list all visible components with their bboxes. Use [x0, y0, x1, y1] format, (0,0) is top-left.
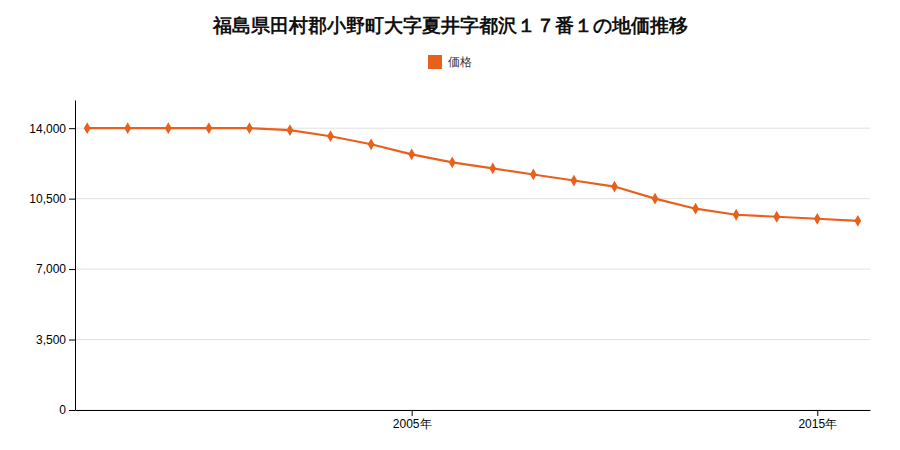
marker [814, 213, 821, 225]
x-tick: 2015年 [798, 410, 837, 431]
marker [652, 193, 659, 205]
marker [408, 148, 415, 160]
marker [611, 181, 618, 193]
grid-line [75, 198, 870, 199]
y-axis-line [75, 101, 76, 411]
x-axis: 2005年 2015年 [76, 410, 871, 431]
y-tick: 10,500 [29, 192, 75, 206]
plot-area: 0 3,500 7,000 10,500 14,000 2005年 2015年 [29, 101, 870, 431]
x-axis-line [76, 410, 871, 411]
y-tick: 0 [59, 403, 75, 417]
legend-swatch [428, 55, 442, 69]
chart: 福島県田村郡小野町大字夏井字都沢１７番１の地価推移 0 3,500 7,000 10,5… [0, 0, 900, 450]
x-tick-mark [412, 410, 413, 416]
marker [733, 209, 740, 221]
marker [246, 122, 253, 134]
x-tick: 2005年 [393, 410, 432, 431]
y-tick-mark [69, 410, 75, 411]
y-tick-mark [69, 269, 75, 270]
y-tick: 14,000 [29, 122, 75, 136]
y-tick-label: 3,500 [36, 333, 66, 347]
y-axis: 0 3,500 7,000 10,500 14,000 [29, 101, 75, 418]
marker [692, 203, 699, 215]
y-tick-label: 7,000 [36, 262, 66, 276]
marker [449, 157, 456, 169]
y-tick-mark [69, 199, 75, 200]
marker [773, 211, 780, 223]
grid-line [75, 269, 870, 270]
y-tick-label: 14,000 [29, 122, 66, 136]
marker [205, 122, 212, 134]
marks [84, 122, 861, 226]
grid [75, 128, 870, 410]
legend: 価格 [428, 55, 472, 69]
marker [368, 138, 375, 150]
y-tick-mark [69, 340, 75, 341]
y-tick-mark [69, 128, 75, 129]
legend-item: 価格 [428, 55, 472, 69]
y-tick: 7,000 [36, 262, 75, 276]
y-tick-label: 0 [59, 403, 66, 417]
x-tick-mark [817, 410, 818, 416]
marker [165, 122, 172, 134]
grid-line [75, 339, 870, 340]
y-tick: 3,500 [36, 333, 75, 347]
marker [287, 124, 294, 136]
marker [124, 122, 131, 134]
x-tick-label: 2005年 [393, 417, 432, 431]
legend-label: 価格 [448, 55, 472, 69]
marker [571, 175, 578, 187]
grid-line [75, 410, 870, 411]
marker [854, 215, 861, 227]
marker [84, 122, 91, 134]
x-tick-label: 2015年 [798, 417, 837, 431]
marker [327, 130, 334, 142]
title: 福島県田村郡小野町大字夏井字都沢１７番１の地価推移 [212, 14, 688, 36]
marker [489, 163, 496, 175]
line [87, 128, 858, 221]
y-tick-label: 10,500 [29, 192, 66, 206]
marker [530, 169, 537, 181]
